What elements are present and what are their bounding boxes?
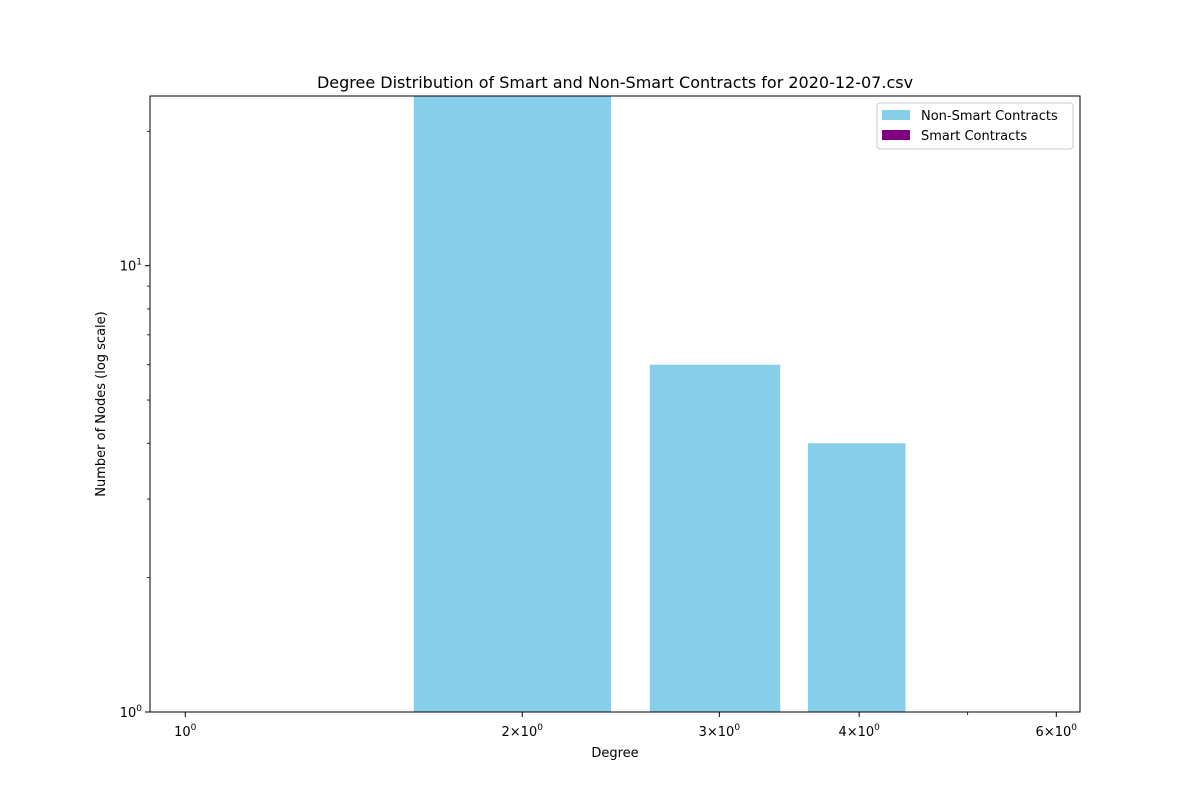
legend-swatch-non-smart (882, 110, 910, 120)
x-tick-label: 2×100 (502, 723, 544, 740)
bars-layer (413, 96, 906, 712)
legend-swatch-smart (882, 130, 910, 140)
chart-title: Degree Distribution of Smart and Non-Sma… (317, 73, 913, 92)
bar-non-smart-degree-2 (413, 96, 611, 712)
x-tick-label: 6×100 (1036, 723, 1078, 740)
bar-non-smart-degree-3 (649, 364, 781, 712)
bar-non-smart-degree-4 (808, 443, 906, 712)
legend-box (876, 102, 1074, 150)
x-ticks: 100 2×100 3×100 4×100 6×100 (174, 712, 1077, 740)
legend: Non-Smart Contracts Smart Contracts (876, 102, 1074, 150)
y-ticks: 100 101 (120, 130, 150, 721)
plot-frame (149, 95, 1081, 713)
x-tick-label: 3×100 (699, 723, 741, 740)
y-axis-label: Number of Nodes (log scale) (94, 311, 109, 496)
x-axis-label: Degree (591, 746, 638, 761)
legend-label-non-smart: Non-Smart Contracts (921, 109, 1058, 124)
legend-label-smart: Smart Contracts (921, 129, 1027, 144)
y-tick-label: 100 (120, 704, 143, 721)
y-tick-label: 101 (120, 258, 142, 275)
x-tick-label: 4×100 (838, 723, 880, 740)
x-tick-label: 100 (174, 723, 197, 740)
